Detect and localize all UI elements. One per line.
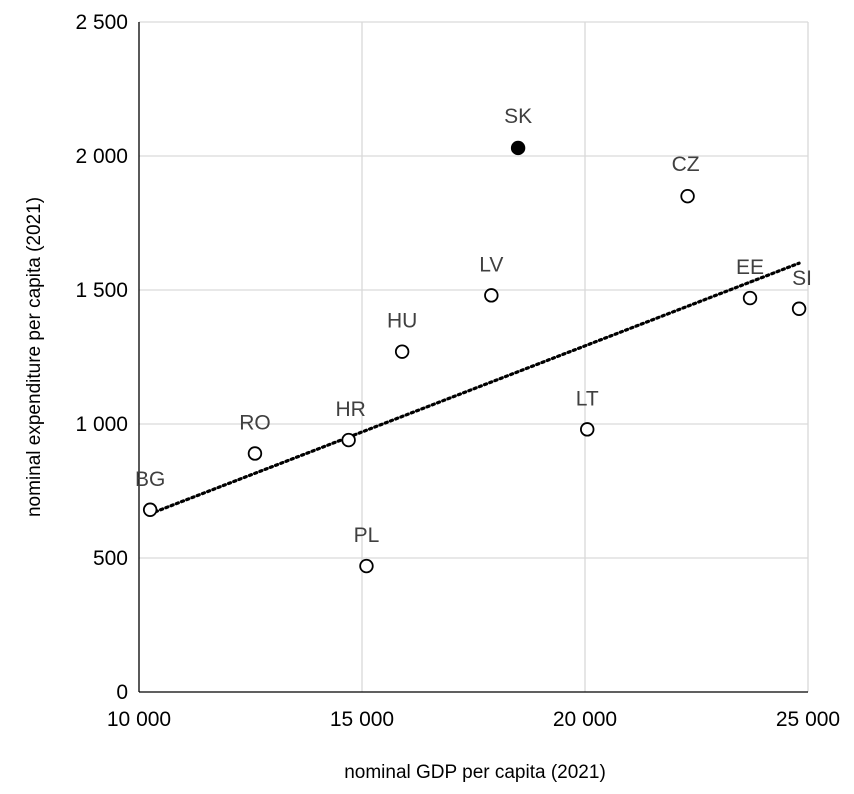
y-tick-label: 2 000 [75, 145, 128, 168]
grid-lines [139, 21, 809, 692]
point-label-ee: EE [736, 256, 764, 279]
y-tick-label: 0 [116, 681, 128, 704]
data-point-pl [359, 558, 374, 574]
data-point-bg [142, 502, 158, 517]
trendline [148, 261, 801, 516]
data-point-hu [394, 344, 410, 359]
point-label-sk: SK [504, 105, 532, 128]
y-tick-label: 1 500 [75, 279, 128, 302]
x-tick-label: 10 000 [107, 708, 171, 731]
data-point-lt [580, 422, 595, 437]
point-label-hu: HU [387, 310, 417, 333]
data-point-ro [247, 446, 263, 461]
data-point-hr [341, 432, 356, 448]
y-tick-label: 1 000 [75, 413, 128, 436]
point-label-hr: HR [335, 398, 365, 421]
point-labels: BG RO HR PL HU LV SK LT CZ EE SI [135, 105, 812, 547]
y-axis-title: nominal expenditure per capita (2021) [24, 197, 45, 517]
x-tick-label: 25 000 [776, 708, 840, 731]
y-tick-label: 500 [93, 547, 128, 570]
point-label-si: SI [792, 267, 812, 290]
x-tick-label: 20 000 [553, 708, 617, 731]
point-label-ro: RO [239, 411, 271, 434]
point-label-bg: BG [135, 468, 165, 491]
point-label-cz: CZ [672, 153, 700, 176]
data-point-lv [484, 288, 499, 303]
data-point-ee [742, 290, 758, 306]
x-tick-label: 15 000 [330, 708, 394, 731]
tick-labels: 0 500 1 000 1 500 2 000 2 500 10 000 15 000 20 0… [75, 11, 840, 731]
point-label-pl: PL [354, 524, 380, 547]
trendline-group [148, 261, 801, 516]
point-label-lv: LV [479, 253, 503, 276]
axes [138, 22, 808, 693]
data-point-si [791, 301, 807, 316]
y-tick-label: 2 500 [75, 11, 128, 34]
point-label-lt: LT [576, 387, 599, 410]
data-point-cz [680, 188, 695, 204]
data-points [142, 140, 807, 574]
x-axis-title: nominal GDP per capita (2021) [344, 762, 606, 783]
data-point-sk [510, 140, 526, 156]
